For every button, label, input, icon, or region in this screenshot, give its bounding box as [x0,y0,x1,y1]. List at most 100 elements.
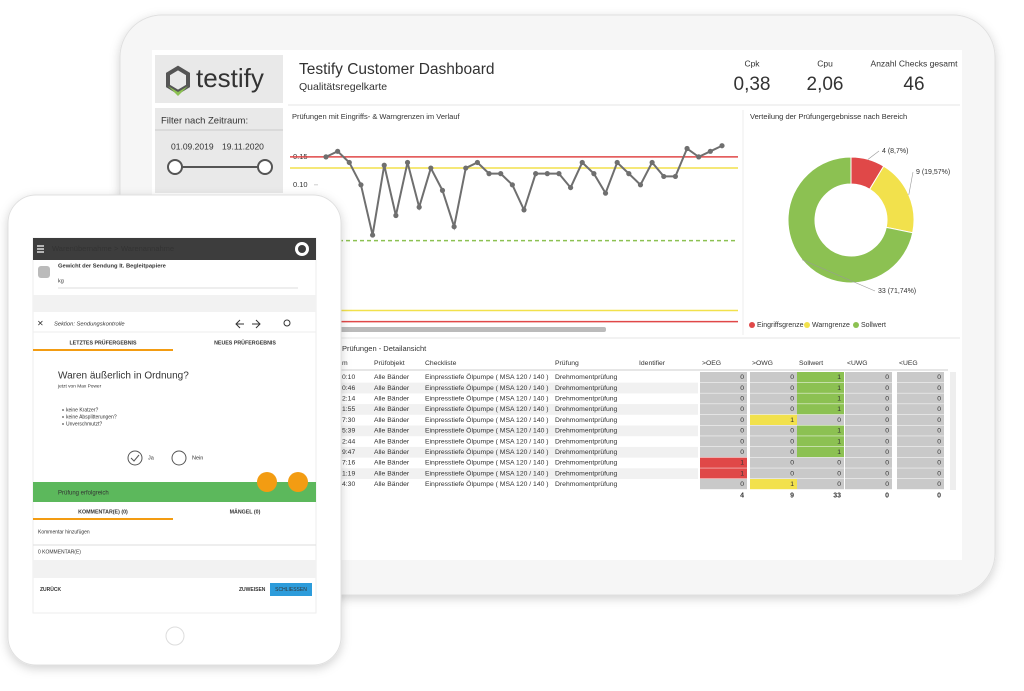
avatar-icon [298,245,306,253]
table-cell: 0 [937,417,941,424]
chart-title: Verteilung der Prüfungergebnisse nach Be… [750,112,907,121]
bullet-text: Unverschmutzt? [66,421,102,427]
status-bar [33,482,316,502]
data-point [416,204,422,210]
table-cell: Alle Bänder [374,417,410,424]
logo: testify [196,63,264,93]
table-cell: 0 [790,385,794,392]
table-cell: Einpresstiefe Ölpumpe ( MSA 120 / 140 ) [425,405,549,413]
date-to: 19.11.2020 [222,141,264,151]
gap-band [33,295,316,312]
cell-bg [750,404,797,415]
date-from: 01.09.2019 [171,141,214,151]
gap-band [33,560,316,578]
kpi-value: 46 [903,74,924,95]
next-icon[interactable] [252,319,261,329]
cell-bg [750,372,797,383]
comment-count: 0 KOMMENTAR(E) [38,549,81,555]
bullet [62,416,64,418]
close-icon[interactable]: ✕ [37,319,44,328]
cell-bg [700,479,747,490]
back-button[interactable]: ZURÜCK [40,586,61,593]
table-cell: 0 [885,385,889,392]
search-icon[interactable] [283,319,291,327]
table-cell: 0 [740,406,744,413]
dashboard: testify Filter nach Zeitraum: 01.09.2019 19… [161,58,958,499]
breadcrumb[interactable]: Warenübernahme [52,244,112,253]
table-cell: 0 [885,460,889,467]
fab[interactable] [257,472,277,492]
table-cell: 0 [885,428,889,435]
menu-icon[interactable] [37,245,44,253]
filter-panel [155,108,283,193]
cell-bg [750,468,797,479]
table-cell: Drehmomentprüfung [555,481,618,488]
table-cell: Alle Bänder [374,396,410,403]
data-point [637,182,644,188]
cell-bg [897,468,944,479]
data-point [381,162,387,168]
data-point [696,154,702,160]
data-point [428,165,434,171]
home-button[interactable] [165,626,185,646]
cell-bg [750,393,797,404]
filter-label: Filter nach Zeitraum: [161,116,248,127]
cell-bg [845,479,892,490]
table-cell: 0 [885,406,889,413]
logo-box [155,55,283,103]
prev-icon[interactable] [235,319,244,329]
total-cell: 4 [740,493,744,500]
column-header: Prüfobjekt [374,360,405,367]
fab[interactable] [288,472,308,492]
table-cell: 0 [885,417,889,424]
scrollbar[interactable] [950,372,956,490]
slider-handle[interactable] [167,159,183,175]
tab[interactable]: MÄNGEL (0) [230,508,261,515]
tab[interactable]: LETZTES PRÜFERGEBNIS [69,339,137,346]
table-cell: 0 [937,460,941,467]
radio[interactable] [127,450,143,466]
table-cell: 0 [837,460,841,467]
slider-handle[interactable] [257,159,273,175]
bullet [62,409,64,411]
legend-swatch [749,322,755,328]
cell-bg [897,436,944,447]
cell-bg [897,414,944,425]
cell-bg [845,404,892,415]
row-band [290,425,698,437]
table-cell: Einpresstiefe Ölpumpe ( MSA 120 / 140 ) [425,384,549,392]
table-cell: 0 [937,470,941,477]
table-title: Prüfungen - Detailansicht [342,344,427,353]
data-label: 33 (71,74%) [878,288,916,295]
table-cell: 0 [790,470,794,477]
column-header: Checkliste [425,360,457,367]
cell-bg [797,457,844,468]
table-cell: 0 [740,449,744,456]
data-point [358,182,364,188]
kpi-value: 0,38 [734,74,771,95]
tab[interactable]: KOMMENTAR(E) (0) [78,509,128,515]
column-header: Sollwert [799,360,823,367]
data-point [521,207,527,213]
tab[interactable]: NEUES PRÜFERGEBNIS [214,339,276,346]
table-cell: Drehmomentprüfung [555,438,618,445]
cell-bg [750,479,797,490]
author: jetzt von Max Power [57,383,102,389]
comment-input[interactable]: Kommentar hinzufügen [38,529,90,535]
button[interactable] [270,583,312,596]
breadcrumb-separator: > [114,244,119,253]
cell-bg [700,436,747,447]
scrollbar[interactable] [320,327,606,332]
data-point [404,159,411,166]
legend-label: Sollwert [861,322,886,329]
data-point [591,171,597,177]
radio[interactable] [171,450,187,466]
assign-button[interactable]: ZUWEISEN [239,587,266,593]
cell-bg [897,446,944,458]
option-label: Nein [192,455,203,461]
table-cell: 0 [790,396,794,403]
data-point [579,159,585,166]
close-button[interactable]: SCHLIESSEN [275,587,307,593]
table-cell: Drehmomentprüfung [555,396,618,403]
cell-bg [897,372,944,383]
